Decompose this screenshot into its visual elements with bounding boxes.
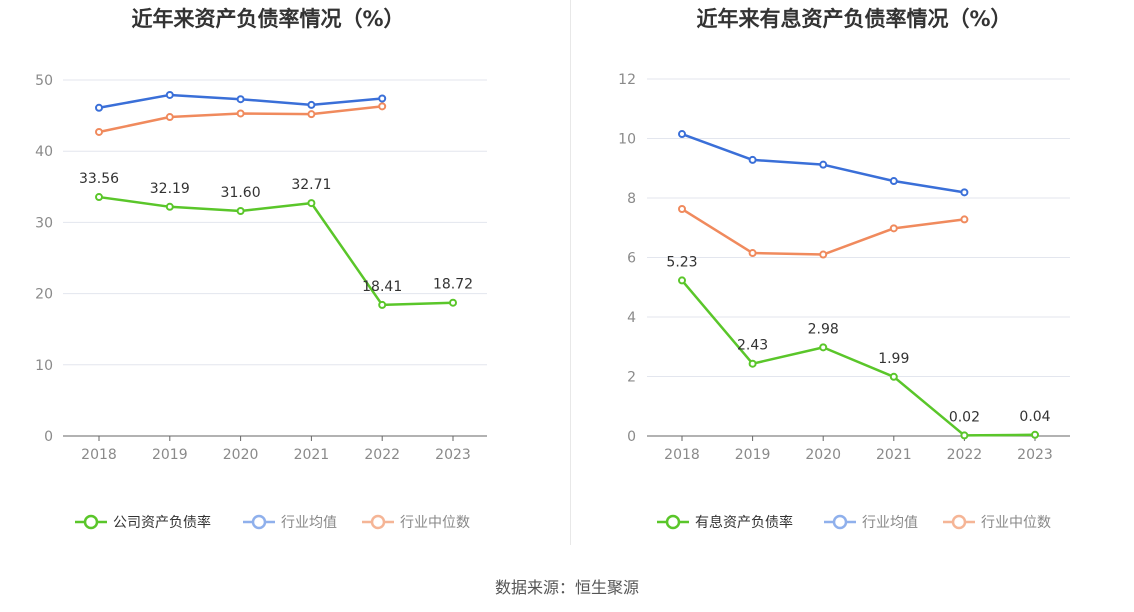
legend-swatch-marker xyxy=(832,514,848,530)
data-label: 2.43 xyxy=(737,338,768,354)
data-point xyxy=(960,188,969,197)
y-tick-label: 6 xyxy=(627,251,636,267)
panel-divider xyxy=(570,0,571,545)
y-tick-label: 10 xyxy=(618,132,636,148)
legend-label: 公司资产负债率 xyxy=(113,514,211,531)
data-label: 33.56 xyxy=(79,171,119,187)
y-tick-label: 20 xyxy=(35,287,53,303)
y-tick-label: 30 xyxy=(35,215,53,231)
legend-label: 行业中位数 xyxy=(400,515,470,531)
x-tick-label: 2022 xyxy=(364,447,400,463)
data-label: 32.71 xyxy=(291,177,331,193)
data-point xyxy=(889,177,898,186)
y-tick-label: 12 xyxy=(618,72,636,88)
data-point xyxy=(95,103,103,112)
y-tick-label: 50 xyxy=(35,73,53,89)
data-point xyxy=(889,372,898,381)
data-point xyxy=(165,90,174,99)
data-point xyxy=(307,199,316,208)
x-tick-label: 2018 xyxy=(664,447,700,463)
legend-item: 有息资产负债率 xyxy=(657,514,793,531)
legend-item: 行业均值 xyxy=(824,514,918,531)
y-tick-label: 8 xyxy=(627,191,636,207)
x-tick-label: 2023 xyxy=(1017,447,1053,463)
data-point xyxy=(236,207,245,216)
data-point xyxy=(165,202,174,211)
data-label: 1.99 xyxy=(878,351,909,367)
data-point xyxy=(819,343,828,352)
data-point xyxy=(236,95,245,104)
y-tick-label: 2 xyxy=(627,370,636,386)
x-tick-label: 2023 xyxy=(435,447,471,463)
data-point xyxy=(748,155,757,164)
data-label: 32.19 xyxy=(150,181,190,197)
data-label: 2.98 xyxy=(808,321,839,337)
interest-debt-ratio-chart-panel: 近年来有息资产负债率情况（%） 0 2 4 6 8 10 12 2018 2019 2020 2021… xyxy=(571,0,1134,545)
y-tick-label: 0 xyxy=(627,429,636,445)
legend-label: 行业中位数 xyxy=(981,515,1051,531)
data-point xyxy=(748,249,757,258)
data-point xyxy=(378,102,387,111)
data-point xyxy=(889,224,898,233)
y-tick-label: 0 xyxy=(44,429,53,445)
data-point xyxy=(960,431,969,440)
series-line-0 xyxy=(681,279,1036,437)
legend-label: 行业均值 xyxy=(281,515,337,531)
data-point xyxy=(678,130,686,139)
data-point xyxy=(748,359,757,368)
data-point xyxy=(378,300,387,309)
legend-item: 公司资产负债率 xyxy=(75,514,211,531)
data-point xyxy=(378,94,387,103)
data-point xyxy=(1031,430,1039,439)
legend-swatch-marker xyxy=(251,514,267,530)
legend-label: 行业均值 xyxy=(862,515,918,531)
x-tick-label: 2022 xyxy=(947,447,983,463)
legend-swatch-marker xyxy=(370,514,386,530)
x-tick-label: 2018 xyxy=(81,447,117,463)
data-label: 0.04 xyxy=(1019,409,1050,425)
data-point xyxy=(165,113,174,122)
legend-label: 有息资产负债率 xyxy=(695,514,793,531)
data-point xyxy=(678,276,686,285)
x-tick-label: 2020 xyxy=(805,447,841,463)
legend-item: 行业均值 xyxy=(243,514,337,531)
x-tick-label: 2021 xyxy=(876,447,912,463)
debt-ratio-chart-panel: 近年来资产负债率情况（%） 0 10 20 30 40 50 2018 2019 2020 2021… xyxy=(0,0,570,545)
data-point xyxy=(960,215,969,224)
data-point xyxy=(307,110,316,119)
y-tick-label: 10 xyxy=(35,358,53,374)
data-point xyxy=(819,160,828,169)
y-tick-label: 40 xyxy=(35,144,53,160)
data-label: 0.02 xyxy=(949,409,980,425)
data-point xyxy=(819,250,828,259)
data-point xyxy=(449,298,457,307)
legend-item: 行业中位数 xyxy=(362,514,470,531)
data-label: 5.23 xyxy=(666,254,697,270)
series-line-0 xyxy=(98,195,454,307)
y-tick-label: 4 xyxy=(627,310,636,326)
chart-title: 近年来有息资产负债率情况（%） xyxy=(696,7,1011,31)
x-tick-label: 2020 xyxy=(223,447,259,463)
data-label: 31.60 xyxy=(221,185,261,201)
chart-title: 近年来资产负债率情况（%） xyxy=(131,7,404,31)
x-tick-label: 2021 xyxy=(294,447,330,463)
data-label: 18.41 xyxy=(362,279,402,295)
data-label: 18.72 xyxy=(433,277,473,293)
x-tick-label: 2019 xyxy=(735,447,771,463)
interest-debt-ratio-chart: 近年来有息资产负债率情况（%） 0 2 4 6 8 10 12 2018 2019 2020 2021… xyxy=(618,7,1070,531)
legend-swatch-marker xyxy=(83,514,99,530)
data-point xyxy=(678,205,686,214)
series-line-2 xyxy=(681,207,965,256)
x-tick-label: 2019 xyxy=(152,447,188,463)
data-point xyxy=(95,193,103,202)
data-point xyxy=(307,100,316,109)
debt-ratio-chart: 近年来资产负债率情况（%） 0 10 20 30 40 50 2018 2019 2020 2021… xyxy=(35,7,487,531)
legend-swatch-marker xyxy=(665,514,681,530)
data-source-label: 数据来源：恒生聚源 xyxy=(494,578,639,597)
data-point xyxy=(95,127,103,136)
data-point xyxy=(236,109,245,118)
legend-swatch-marker xyxy=(951,514,967,530)
legend-item: 行业中位数 xyxy=(943,514,1051,531)
